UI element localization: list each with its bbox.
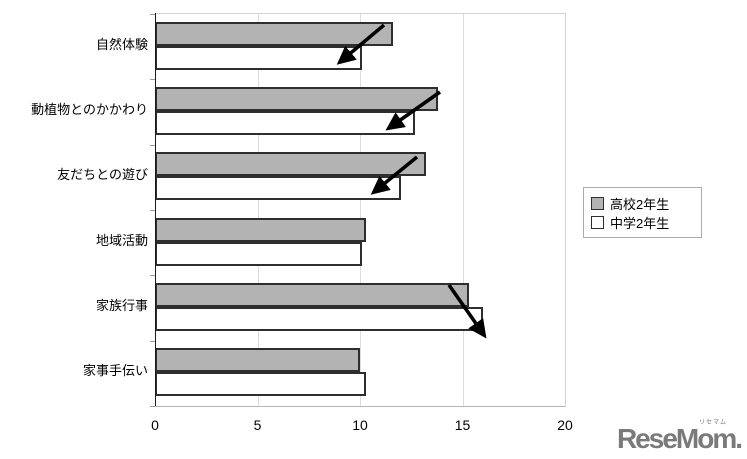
- category-label: 自然体験: [95, 36, 148, 52]
- xtick-label: 20: [557, 417, 573, 433]
- gridline: [257, 14, 259, 406]
- category-label: 友だちとの遊び: [57, 167, 148, 183]
- category-label: 家族行事: [95, 297, 148, 313]
- legend-label: 中学2年生: [610, 216, 670, 231]
- resemom-logo: リセマム ReseMom.: [616, 420, 743, 454]
- category-label: 家事手伝い: [82, 363, 148, 379]
- bar-middleschool-1: [155, 110, 416, 135]
- bar-highschool-1: [155, 86, 438, 111]
- bar-middleschool-2: [155, 176, 401, 201]
- bar-middleschool-3: [155, 241, 363, 266]
- legend: 高校2年生中学2年生: [583, 187, 702, 238]
- xtick-label: 10: [352, 417, 368, 433]
- logo-text: ReseMom.: [616, 423, 743, 454]
- legend-item-highschool: 高校2年生: [591, 194, 694, 213]
- category-tick: [150, 14, 155, 15]
- xtick-label: 0: [151, 417, 159, 433]
- gridline: [360, 14, 361, 406]
- category-tick: [150, 340, 155, 342]
- bar-middleschool-5: [155, 372, 367, 397]
- category-tick: [150, 144, 155, 146]
- xtick-label: 5: [253, 417, 262, 433]
- legend-swatch-icon: [591, 197, 604, 210]
- category-label: 地域活動: [95, 232, 148, 248]
- legend-item-middleschool: 中学2年生: [591, 213, 694, 232]
- logo-ruby-text: リセマム: [698, 420, 727, 426]
- bar-middleschool-4: [155, 306, 483, 331]
- plot-area: [150, 13, 566, 407]
- bar-highschool-2: [155, 152, 426, 177]
- legend-swatch-icon: [591, 216, 604, 229]
- legend-label: 高校2年生: [610, 197, 670, 212]
- category-tick: [150, 79, 155, 81]
- category-label: 動植物とのかかわり: [31, 101, 148, 117]
- bar-highschool-4: [155, 282, 469, 307]
- gridline: [462, 14, 464, 406]
- category-tick: [150, 210, 155, 211]
- category-axis-line: [155, 13, 156, 406]
- bar-highschool-3: [155, 217, 367, 242]
- bar-highschool-5: [155, 348, 360, 373]
- xtick-label: 15: [454, 417, 471, 433]
- category-tick: [150, 275, 155, 277]
- bar-highschool-0: [155, 21, 393, 46]
- bar-middleschool-0: [155, 45, 363, 70]
- category-tick: [150, 406, 155, 407]
